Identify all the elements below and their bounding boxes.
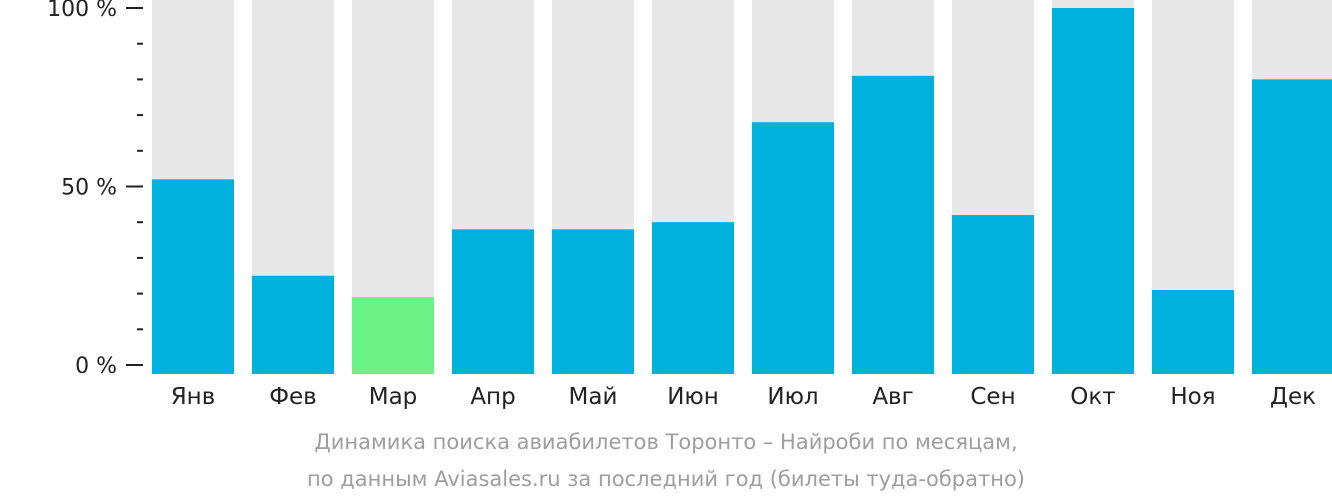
x-tick-label: Сен	[970, 384, 1015, 410]
bar-Сен	[952, 215, 1034, 374]
x-tick-label: Апр	[470, 384, 515, 410]
bar-Апр	[452, 229, 534, 374]
bar-chart: 0 % 50 % 100 % Янв Фев Мар Апр Май Июн Июл Авг Сен…	[47, 0, 1332, 410]
x-tick-label: Янв	[171, 384, 216, 410]
x-tick-label: Окт	[1070, 384, 1115, 410]
bar-Авг	[852, 75, 934, 374]
bar-Окт	[1052, 8, 1134, 374]
y-axis: 0 % 50 % 100 %	[47, 0, 143, 379]
x-tick-label: Июн	[667, 384, 719, 410]
bar-Фев	[252, 275, 334, 374]
bar-Дек	[1252, 79, 1332, 375]
x-tick-label: Июл	[767, 384, 818, 410]
y-tick-label: 100 %	[47, 0, 117, 22]
x-tick-label: Ноя	[1170, 384, 1215, 410]
chart-caption-line-1: Динамика поиска авиабилетов Торонто – На…	[314, 430, 1018, 454]
bar-Ноя	[1152, 290, 1234, 374]
chart-caption-line-2: по данным Aviasales.ru за последний год …	[307, 467, 1025, 491]
x-tick-label: Фев	[269, 384, 317, 410]
bar-Май	[552, 229, 634, 374]
x-tick-label: Май	[569, 384, 618, 410]
bar-Мар	[352, 297, 434, 374]
x-tick-label: Мар	[369, 384, 418, 410]
y-tick-label: 50 %	[61, 176, 117, 201]
x-tick-label: Дек	[1270, 384, 1316, 410]
x-tick-label: Авг	[872, 384, 913, 410]
bar-Янв	[152, 179, 234, 374]
y-tick-label: 0 %	[75, 354, 117, 379]
data-bars	[152, 8, 1332, 375]
x-axis-labels: Янв Фев Мар Апр Май Июн Июл Авг Сен Окт Ноя Дек	[171, 384, 1316, 410]
bar-Июн	[652, 222, 734, 374]
bar-Июл	[752, 122, 834, 375]
